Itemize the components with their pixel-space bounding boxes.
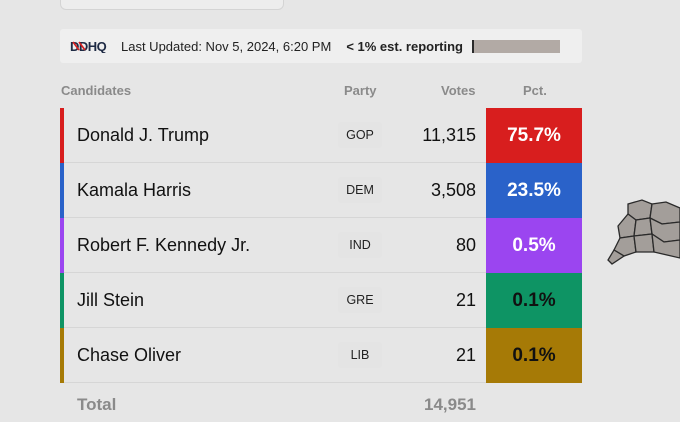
ddhq-logo: DDHQ (70, 39, 110, 53)
ddhq-logo-icon: DDHQ (70, 39, 107, 53)
info-bar: DDHQ Last Updated: Nov 5, 2024, 6:20 PM … (60, 29, 582, 63)
candidate-percent: 0.1% (486, 273, 582, 328)
total-votes: 14,951 (424, 395, 476, 414)
party-badge: GOP (338, 122, 382, 148)
candidate-votes: 11,315 (422, 125, 476, 145)
candidate-votes: 21 (455, 290, 476, 310)
candidate-row: Robert F. Kennedy Jr. IND 80 0.5% (60, 218, 582, 273)
party-color-accent (60, 218, 64, 273)
candidate-percent: 0.1% (486, 328, 582, 383)
last-updated: Last Updated: Nov 5, 2024, 6:20 PM (121, 38, 332, 54)
header-candidates: Candidates (61, 83, 132, 98)
state-map-icon (607, 199, 680, 265)
party-badge: GRE (338, 287, 382, 313)
header-party: Party (344, 83, 377, 98)
party-color-accent (60, 328, 64, 383)
candidate-percent: 0.5% (486, 218, 582, 273)
candidate-votes: 3,508 (430, 180, 476, 200)
party-color-accent (60, 273, 64, 328)
candidate-name: Donald J. Trump (77, 125, 210, 145)
candidate-votes: 80 (455, 235, 476, 255)
party-color-accent (60, 108, 64, 163)
header-pct: Pct. (523, 83, 547, 98)
reporting-status: < 1% est. reporting (346, 38, 463, 54)
candidate-name: Kamala Harris (77, 180, 192, 200)
header-votes: Votes (441, 83, 476, 98)
party-badge: DEM (338, 177, 382, 203)
previous-card (60, 0, 284, 10)
candidate-row: Chase Oliver LIB 21 0.1% (60, 328, 582, 383)
party-badge: LIB (338, 342, 382, 368)
candidate-name: Robert F. Kennedy Jr. (77, 235, 251, 255)
candidate-percent: 75.7% (486, 108, 582, 163)
candidate-row: Jill Stein GRE 21 0.1% (60, 273, 582, 328)
candidate-name: Jill Stein (77, 290, 145, 310)
party-badge: IND (338, 232, 382, 258)
total-label: Total (77, 395, 117, 414)
candidate-votes: 21 (455, 345, 476, 365)
reporting-progress-bar (471, 39, 560, 53)
candidate-row: Donald J. Trump GOP 11,315 75.7% (60, 108, 582, 163)
party-color-accent (60, 163, 64, 218)
candidate-row: Kamala Harris DEM 3,508 23.5% (60, 163, 582, 218)
candidate-name: Chase Oliver (77, 345, 182, 365)
candidate-percent: 23.5% (486, 163, 582, 218)
